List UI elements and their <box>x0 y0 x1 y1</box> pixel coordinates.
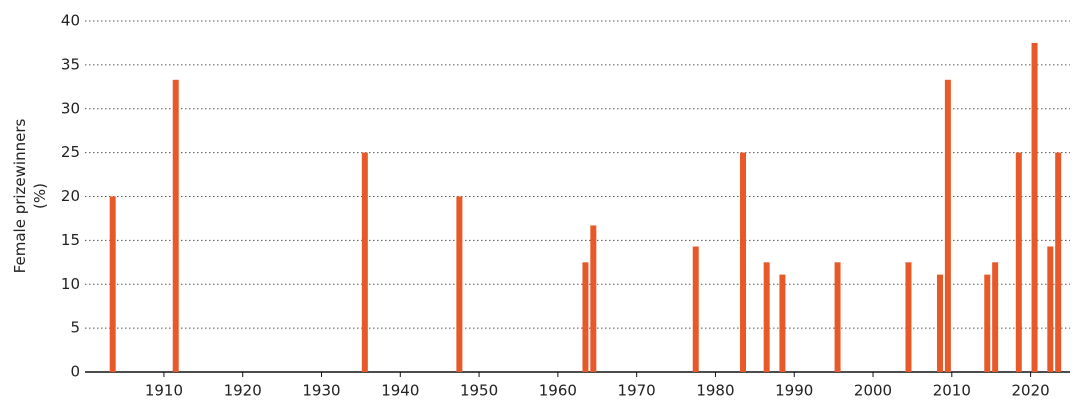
y-tick-label: 25 <box>61 143 80 161</box>
bar <box>992 262 999 372</box>
y-tick-label: 40 <box>61 12 80 30</box>
bar <box>944 79 951 372</box>
bar <box>172 79 179 372</box>
bar <box>763 262 770 372</box>
bar <box>582 262 589 372</box>
y-tick-label: 10 <box>61 275 80 293</box>
y-tick-label: 15 <box>61 231 80 249</box>
y-tick-label: 35 <box>61 55 80 73</box>
bar <box>740 152 747 372</box>
bar <box>936 274 943 372</box>
bar <box>905 262 912 372</box>
x-tick-label: 1960 <box>539 382 577 400</box>
bar <box>361 152 368 372</box>
bar <box>834 262 841 372</box>
x-tick-label: 1920 <box>224 382 262 400</box>
x-tick-label: 2000 <box>854 382 892 400</box>
y-tick-label: 20 <box>61 187 80 205</box>
x-tick-label: 2010 <box>933 382 971 400</box>
x-tick-label: 1930 <box>302 382 340 400</box>
x-tick-label: 1910 <box>145 382 183 400</box>
x-tick-label: 1980 <box>696 382 734 400</box>
bar <box>109 196 116 372</box>
bar <box>590 225 597 372</box>
y-tick-label: 30 <box>61 99 80 117</box>
x-tick-label: 1970 <box>618 382 656 400</box>
x-tick-label: 1940 <box>381 382 419 400</box>
bar <box>1031 42 1038 372</box>
bar <box>984 274 991 372</box>
bar <box>1055 152 1062 372</box>
bar <box>692 246 699 372</box>
y-axis-label-line: Female prizewinners <box>11 119 29 274</box>
x-tick-label: 1950 <box>460 382 498 400</box>
x-tick-label: 2020 <box>1012 382 1050 400</box>
y-axis-label: Female prizewinners (%) <box>11 119 49 274</box>
bar <box>779 274 786 372</box>
y-tick-label: 5 <box>70 319 80 337</box>
y-axis-label-line: (%) <box>31 183 49 209</box>
bar <box>1015 152 1022 372</box>
bar <box>456 196 463 372</box>
x-tick-label: 1990 <box>775 382 813 400</box>
bar <box>1047 246 1054 372</box>
y-tick-label: 0 <box>70 363 80 381</box>
